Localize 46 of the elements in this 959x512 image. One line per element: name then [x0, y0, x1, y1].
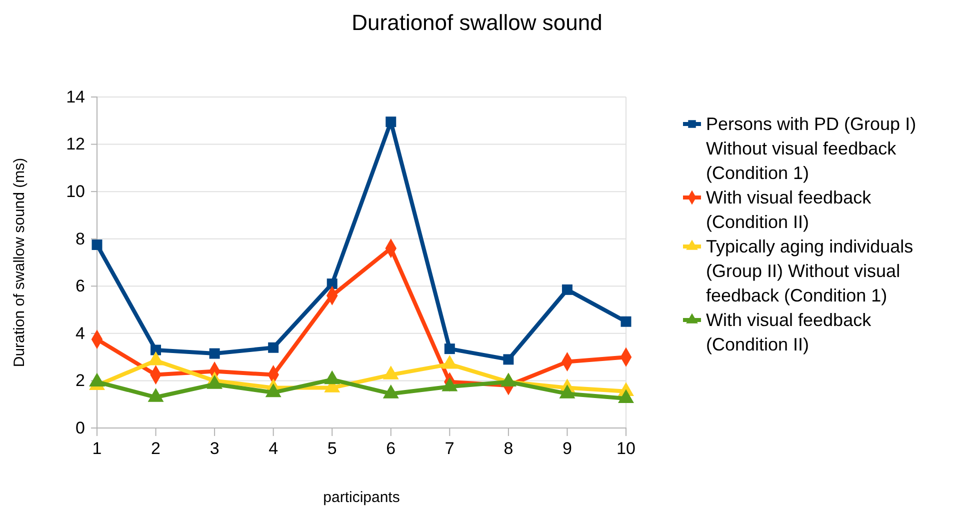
- y-tick-label: 12: [66, 134, 85, 154]
- legend-label: With visual feedback (Condition II): [706, 188, 872, 232]
- point: [92, 240, 102, 250]
- x-tick-label: 9: [562, 439, 572, 458]
- point: [326, 278, 338, 290]
- y-tick-label: 4: [76, 324, 85, 343]
- legend-label: With visual feedback (Condition II): [706, 310, 872, 354]
- point: [89, 372, 105, 386]
- x-tick-label: 1: [92, 439, 102, 458]
- x-tick-label: 3: [210, 439, 220, 458]
- point: [206, 375, 223, 389]
- point: [148, 351, 164, 366]
- point: [324, 370, 340, 384]
- y-tick-label: 10: [66, 182, 85, 202]
- point: [265, 383, 282, 398]
- point: [618, 389, 634, 404]
- point: [382, 384, 399, 398]
- x-tick-label: 7: [444, 439, 454, 458]
- legend-label: Persons with PD (Group I) Without visual feedback (Condition 1): [706, 114, 916, 183]
- point: [559, 384, 576, 398]
- y-tick-label: 2: [76, 371, 85, 390]
- x-axis-title: participants: [323, 489, 400, 506]
- point: [382, 366, 399, 380]
- point: [444, 344, 455, 354]
- x-tick-label: 8: [504, 439, 514, 458]
- y-axis-title: Duration of swallow sound (ms): [11, 158, 28, 368]
- point: [562, 284, 572, 295]
- point: [150, 344, 162, 356]
- x-tick-label: 5: [327, 439, 337, 458]
- point: [442, 354, 458, 369]
- y-tick-label: 8: [76, 229, 85, 248]
- chart-title: Durationof swallow sound: [352, 10, 602, 35]
- y-tick-label: 0: [76, 418, 85, 438]
- x-tick-label: 2: [151, 439, 161, 458]
- point: [503, 354, 514, 365]
- x-tick-label: 6: [386, 439, 396, 458]
- legend-label: Typically aging individuals (Group II) Without visual feedback (Condition 1): [706, 236, 914, 306]
- y-tick-label: 6: [76, 276, 85, 296]
- point: [620, 316, 632, 327]
- y-tick-label: 14: [66, 87, 85, 106]
- x-tick-label: 4: [268, 439, 278, 458]
- point: [209, 348, 220, 359]
- point: [442, 377, 458, 392]
- point: [268, 342, 279, 353]
- x-tick-label: 10: [616, 439, 636, 458]
- point: [148, 388, 164, 402]
